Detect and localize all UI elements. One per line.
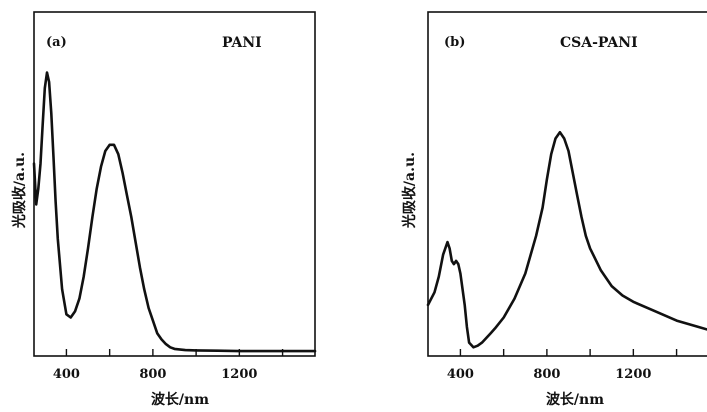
x-tick-label: 400 bbox=[447, 367, 474, 382]
x-axis-tick-labels-a: 400 800 1200 bbox=[53, 367, 258, 382]
x-axis-ticks-a bbox=[65, 349, 284, 356]
x-tick-label: 800 bbox=[139, 367, 166, 382]
legend-label-b: CSA-PANI bbox=[560, 35, 638, 51]
x-axis-tick-labels-b: 400 800 1200 bbox=[447, 367, 652, 382]
panel-label-b: (b) bbox=[444, 35, 465, 50]
absorption-curve-pani bbox=[32, 71, 317, 353]
x-axis-title-b: 波长/nm bbox=[546, 391, 604, 408]
x-axis-title-a: 波长/nm bbox=[151, 391, 209, 408]
y-axis-title-a: 光吸收/a.u. bbox=[11, 152, 28, 229]
absorption-curve-csa-pani bbox=[426, 130, 707, 349]
x-tick-label: 1200 bbox=[221, 367, 257, 382]
x-tick-label: 400 bbox=[53, 367, 80, 382]
chart-panel-a: (a) PANI 400 800 1200 波长/nm 光吸收/a.u. bbox=[11, 11, 317, 408]
plot-frame-b bbox=[427, 11, 707, 357]
chart-panel-b: (b) CSA-PANI 400 800 1200 波长/nm 光吸收/a.u. bbox=[401, 11, 707, 408]
x-axis-ticks-b bbox=[459, 349, 678, 356]
y-axis-title-b: 光吸收/a.u. bbox=[401, 152, 418, 229]
x-tick-label: 800 bbox=[533, 367, 560, 382]
x-tick-label: 1200 bbox=[615, 367, 651, 382]
panel-label-a: (a) bbox=[46, 35, 67, 50]
legend-label-a: PANI bbox=[222, 35, 262, 51]
